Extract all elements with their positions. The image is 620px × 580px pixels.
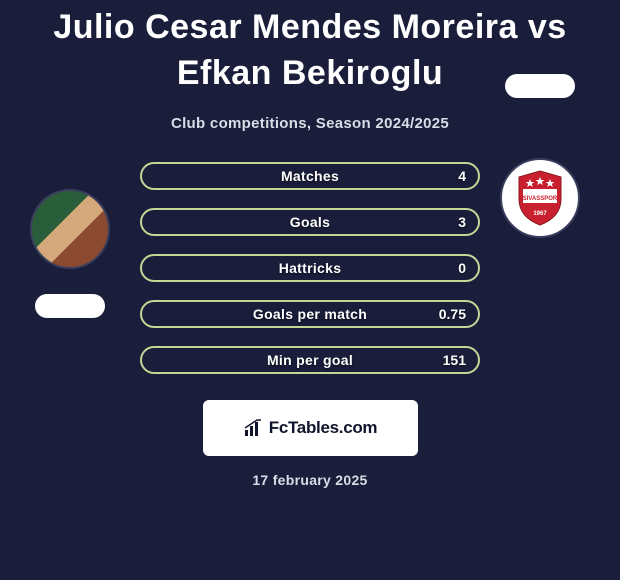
stat-value: 0.75 [439,306,466,322]
club-crest-icon: SIVASSPOR 1967 [515,169,565,227]
stat-row-matches: Matches 4 [140,162,480,190]
stat-label: Hattricks [279,260,342,276]
stat-label: Matches [281,168,339,184]
title-text: Julio Cesar Mendes Moreira vs Efkan Beki… [53,8,566,92]
brand-chart-icon [243,418,263,438]
stat-label: Min per goal [267,352,353,368]
player-right-flag [505,74,575,98]
stat-value: 4 [458,168,466,184]
player-right-avatar: SIVASSPOR 1967 [500,158,580,238]
player-right-avatar-wrap: SIVASSPOR 1967 [490,158,590,243]
stat-value: 0 [458,260,466,276]
stat-row-goals-per-match: Goals per match 0.75 [140,300,480,328]
stat-label: Goals [290,214,330,230]
main-area: SIVASSPOR 1967 Matches 4 Goals [10,162,610,488]
player-left-flag [35,294,105,318]
subtitle: Club competitions, Season 2024/2025 [10,115,610,132]
stat-row-min-per-goal: Min per goal 151 [140,346,480,374]
stat-row-goals: Goals 3 [140,208,480,236]
stat-label: Goals per match [253,306,367,322]
stat-value: 151 [443,352,466,368]
svg-text:1967: 1967 [533,211,547,217]
stat-row-hattricks: Hattricks 0 [140,254,480,282]
player-left-column [20,189,120,318]
player-left-avatar [30,189,110,269]
footer-date: 17 february 2025 [10,472,610,488]
brand-text: FcTables.com [269,418,378,438]
stats-list: Matches 4 Goals 3 Hattricks 0 Goals per … [140,162,480,374]
infographic-container: Julio Cesar Mendes Moreira vs Efkan Beki… [0,0,620,488]
player-right-column: SIVASSPOR 1967 [490,189,590,243]
svg-text:SIVASSPOR: SIVASSPOR [523,196,558,202]
brand-badge: FcTables.com [203,400,418,456]
stat-value: 3 [458,214,466,230]
